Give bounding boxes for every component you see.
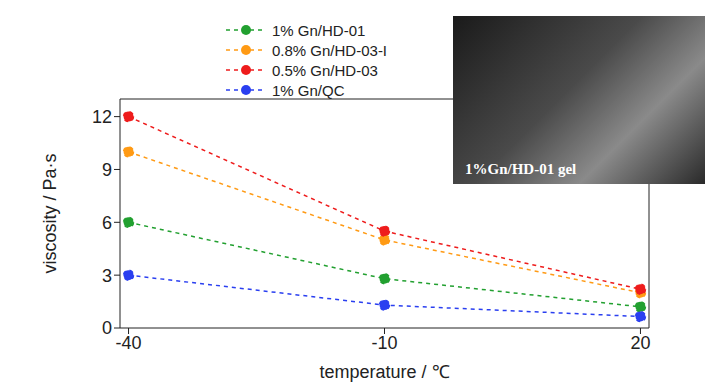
svg-text:0: 0 <box>102 318 112 338</box>
svg-text:-40: -40 <box>116 333 142 353</box>
html-text:0.5% Gn/HD-03: 0.5% Gn/HD-03 <box>272 61 378 79</box>
html-text:1% Gn/HD-01: 1% Gn/HD-01 <box>272 21 366 39</box>
svg-text:-10: -10 <box>371 333 397 353</box>
svg-text:viscosity / Pa·s: viscosity / Pa·s <box>40 153 60 273</box>
svg-text:20: 20 <box>630 333 650 353</box>
svg-text:6: 6 <box>102 213 112 233</box>
svg-text:3: 3 <box>102 266 112 286</box>
svg-text:12: 12 <box>92 107 112 127</box>
html-text:1%Gn/HD-01 gel: 1%Gn/HD-01 gel <box>465 161 577 177</box>
html-text:1% Gn/QC: 1% Gn/QC <box>272 81 345 99</box>
svg-text:temperature / ℃: temperature / ℃ <box>319 362 449 382</box>
svg-text:9: 9 <box>102 160 112 180</box>
html-text:0.8% Gn/HD-03-I: 0.8% Gn/HD-03-I <box>272 41 387 59</box>
